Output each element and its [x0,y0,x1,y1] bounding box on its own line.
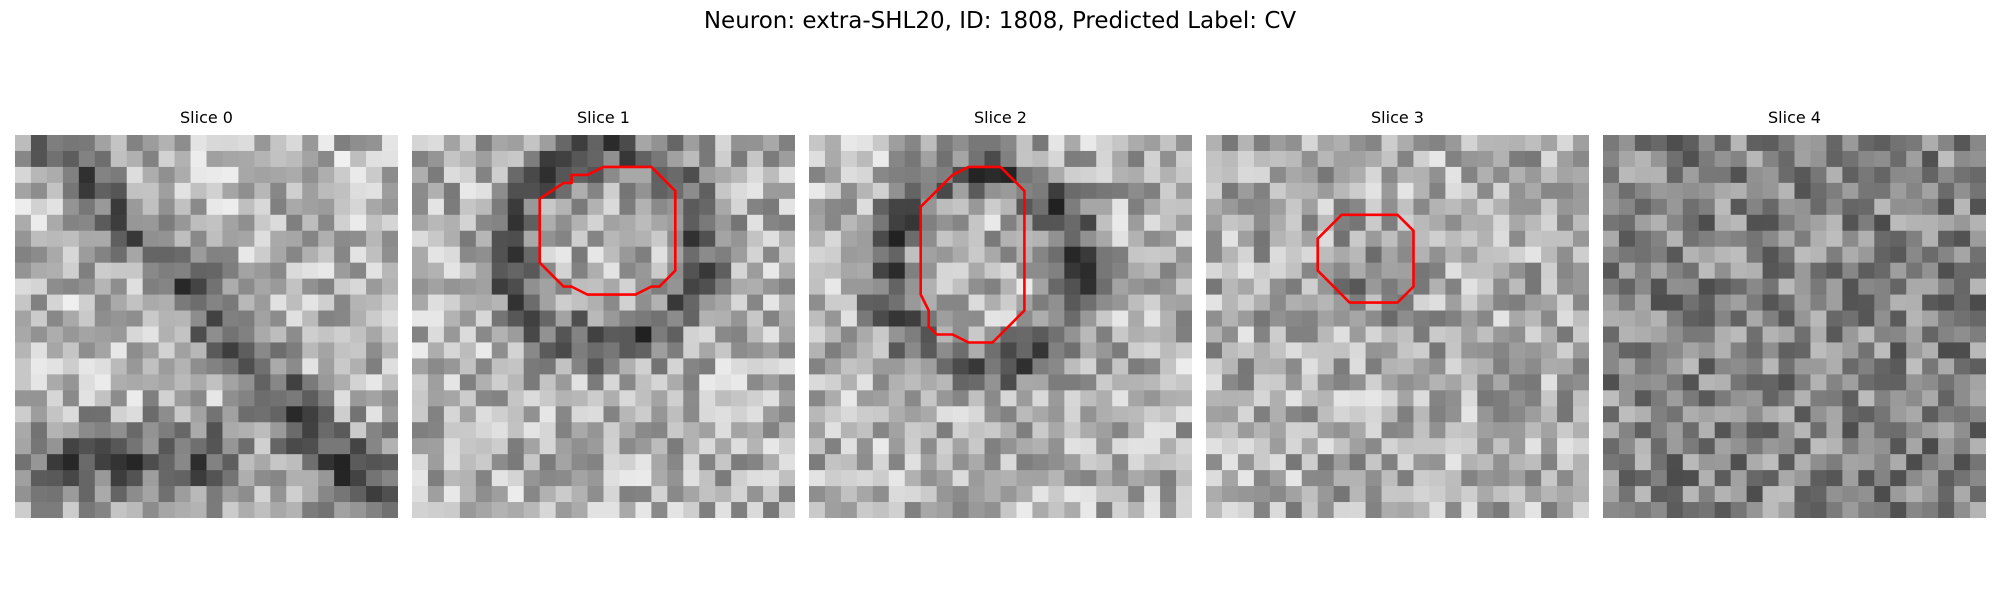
slice-image-1 [412,135,795,518]
slice-title: Slice 0 [180,108,233,127]
slice-image-0 [15,135,398,518]
slice-image-2 [809,135,1192,518]
slice-image-3 [1206,135,1589,518]
slice-title: Slice 1 [577,108,630,127]
slice-panel-3: Slice 3 [1206,104,1589,524]
slice-image-4 [1603,135,1986,518]
roi-contour [1316,213,1415,304]
roi-contour [538,165,677,296]
slice-title: Slice 2 [974,108,1027,127]
slice-panel-4: Slice 4 [1603,104,1986,524]
slice-title: Slice 3 [1371,108,1424,127]
roi-contour [919,165,1026,344]
slice-panel-1: Slice 1 [412,104,795,524]
figure-title: Neuron: extra-SHL20, ID: 1808, Predicted… [703,8,1297,34]
slice-panel-2: Slice 2 [809,104,1192,524]
slice-title: Slice 4 [1768,108,1821,127]
slice-panel-0: Slice 0 [15,104,398,524]
